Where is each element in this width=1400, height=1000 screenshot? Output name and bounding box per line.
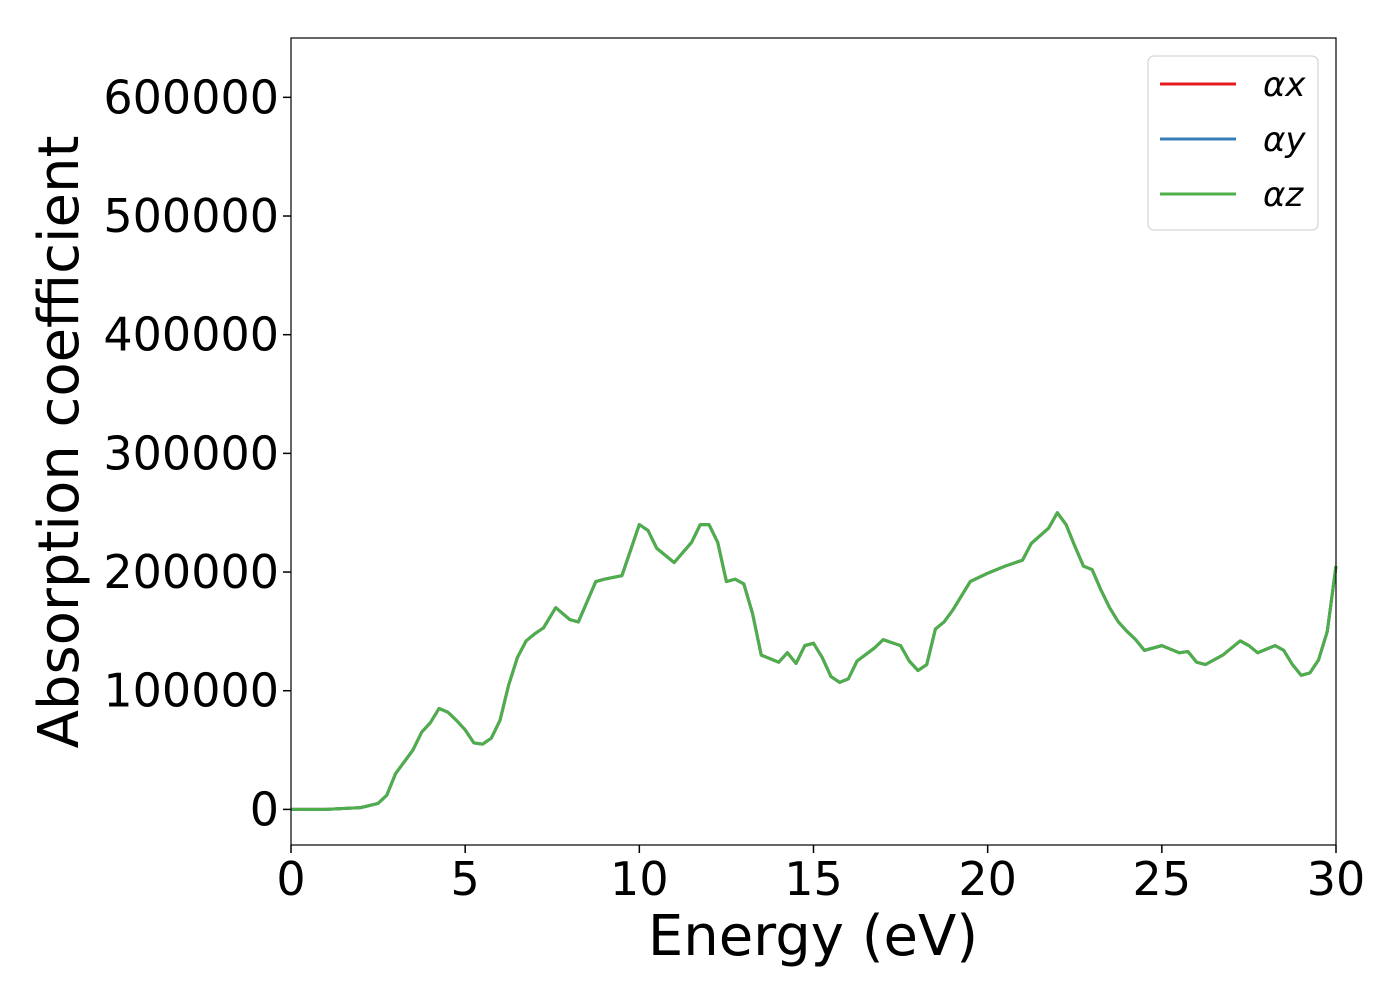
plot-frame bbox=[290, 37, 1337, 846]
legend-label: αx bbox=[1263, 65, 1306, 105]
x-axis-label: Energy (eV) bbox=[648, 904, 978, 969]
legend-label: αy bbox=[1263, 120, 1306, 160]
x-tick-label: 10 bbox=[610, 852, 669, 906]
x-tick-label: 30 bbox=[1307, 852, 1366, 906]
x-tick-label: 0 bbox=[276, 852, 305, 906]
y-tick-label: 500000 bbox=[103, 189, 279, 243]
line-series bbox=[291, 511, 1338, 811]
y-tick-label: 600000 bbox=[103, 70, 279, 124]
x-tick-label: 15 bbox=[784, 852, 843, 906]
legend-box bbox=[1147, 55, 1319, 231]
y-tick-label: 300000 bbox=[103, 426, 279, 480]
y-tick-label: 0 bbox=[250, 782, 279, 836]
y-tick-label: 200000 bbox=[103, 545, 279, 599]
line-series bbox=[291, 511, 1338, 811]
x-tick-label: 5 bbox=[451, 852, 480, 906]
x-tick-label: 25 bbox=[1133, 852, 1192, 906]
legend-label: αz bbox=[1263, 175, 1304, 215]
line-series bbox=[291, 511, 1338, 811]
x-tick-label: 20 bbox=[958, 852, 1017, 906]
y-tick-label: 400000 bbox=[103, 308, 279, 362]
y-axis-label: Absorption coefficient bbox=[27, 136, 92, 749]
y-tick-label: 100000 bbox=[103, 664, 279, 718]
